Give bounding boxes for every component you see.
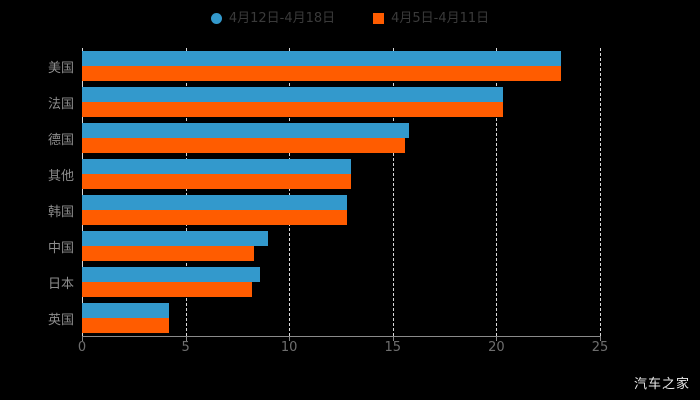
gridline [185,48,187,336]
bar-group [82,51,600,81]
legend-square-icon [373,12,385,24]
bar[interactable] [82,303,170,318]
y-axis-label: 日本 [47,276,74,292]
x-axis-tick-mark [600,336,601,341]
y-axis-label: 中国 [47,240,74,256]
bar-group [82,303,600,333]
bar[interactable] [82,66,561,81]
x-axis-tick-labels: 0 5 10 15 20 25 [0,340,700,362]
x-axis-tick-label: 20 [488,340,505,355]
bar[interactable] [82,267,261,282]
legend-label-series-0: 4月12日-4月18日 [228,10,336,26]
y-axis-label: 美国 [47,60,74,76]
x-axis-tick-mark [289,336,291,341]
bar-group [82,123,600,153]
y-axis-line [82,48,83,336]
bar-group [82,159,600,189]
gridline [496,48,498,336]
x-axis-tick-label: 0 [77,340,87,355]
y-axis-label: 法国 [47,96,74,112]
plot-area [82,48,601,336]
bar[interactable] [82,195,348,210]
legend-item-series-0[interactable]: 4月12日-4月18日 [210,10,336,26]
bar[interactable] [82,231,269,246]
legend-label-series-1: 4月5日-4月11日 [391,10,490,26]
bar[interactable] [82,87,503,102]
gridline [392,48,394,336]
bar[interactable] [82,159,352,174]
bar[interactable] [82,282,252,297]
x-axis-tick-label: 25 [591,340,609,355]
y-axis-label: 英国 [47,312,74,328]
bar[interactable] [82,123,410,138]
bar-group [82,267,600,297]
gridline [600,48,601,336]
legend-item-series-1[interactable]: 4月5日-4月11日 [373,12,489,25]
bar[interactable] [82,51,561,66]
legend-circle-icon [210,12,222,24]
x-axis-tick-mark [392,336,394,341]
bar[interactable] [82,318,170,333]
y-axis-label: 韩国 [47,204,74,220]
y-axis-label: 其他 [47,168,74,184]
bar[interactable] [82,138,406,153]
bar-group [82,231,600,261]
bar-group [82,87,600,117]
y-axis-category-labels: 美国法国德国其他韩国中国日本英国 [0,48,700,336]
chart-legend: 4月12日-4月18日 4月5日-4月11日 [0,6,700,30]
x-axis-line [82,336,601,337]
bar[interactable] [82,174,352,189]
x-axis-tick-label: 15 [384,340,402,355]
bar-group [82,195,600,225]
x-axis-tick-label: 10 [280,340,298,355]
bar[interactable] [82,210,348,225]
x-axis-tick-mark [185,336,187,341]
x-axis-tick-mark [496,336,498,341]
y-axis-label: 德国 [47,132,74,148]
bar[interactable] [82,102,503,117]
x-axis-tick-label: 5 [181,340,190,355]
bar[interactable] [82,246,254,261]
watermark: 汽车之家 [633,377,690,392]
x-axis-tick-mark [82,336,83,341]
gridline [289,48,291,336]
